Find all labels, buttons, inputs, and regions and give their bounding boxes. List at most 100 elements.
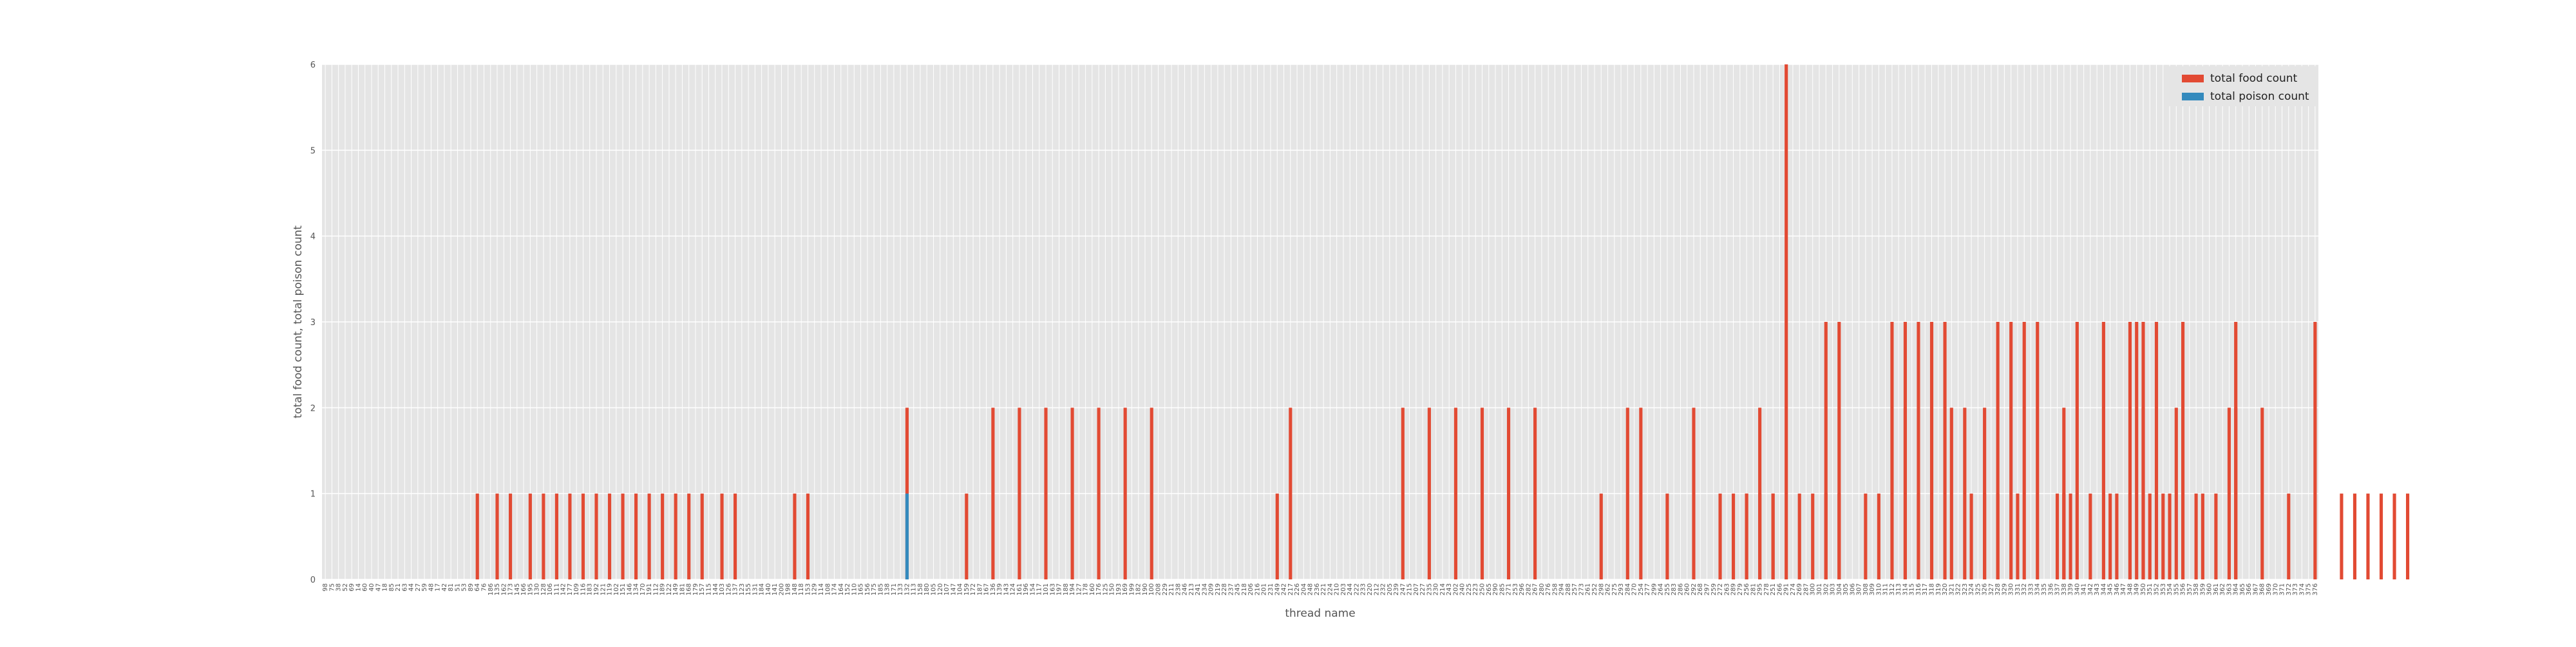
x-tick-label: 365 — [2239, 583, 2246, 595]
x-tick-label: 69 — [348, 583, 355, 592]
bar-total-food-count — [1639, 408, 1643, 579]
x-tick-label: 337 — [2054, 583, 2061, 595]
x-tick-label: 106 — [547, 583, 554, 595]
x-tick-label: 271 — [1506, 583, 1513, 595]
x-tick-label: 212 — [1373, 583, 1380, 595]
x-tick-label: 282 — [1525, 583, 1532, 595]
x-tick-label: 27 — [415, 583, 422, 592]
x-tick-label: 249 — [1274, 583, 1281, 595]
x-tick-label: 190 — [1142, 583, 1149, 595]
x-tick-label: 163 — [1049, 583, 1056, 595]
x-tick-label: 250 — [1479, 583, 1486, 595]
x-tick-label: 209 — [1208, 583, 1215, 595]
bar-total-food-count — [733, 493, 737, 579]
bar-total-food-count — [1996, 322, 2000, 579]
bar-total-food-count — [2214, 493, 2218, 579]
bar-total-food-count — [1917, 493, 1920, 579]
bar-total-food-count — [2161, 493, 2165, 579]
bar-total-food-count — [2022, 322, 2026, 579]
x-tick-label: 103 — [719, 583, 726, 595]
x-tick-label: 369 — [2266, 583, 2273, 595]
x-tick-label: 195 — [527, 583, 534, 595]
bar-total-food-count — [1427, 408, 1431, 579]
bar-total-food-count — [1811, 493, 1815, 579]
x-tick-label: 104 — [957, 583, 964, 595]
x-tick-label: 81 — [448, 583, 455, 592]
x-tick-label: 339 — [2067, 583, 2074, 595]
x-tick-label: 256 — [1743, 583, 1750, 595]
x-tick-label: 215 — [1406, 583, 1414, 595]
x-tick-label: 112 — [652, 583, 659, 595]
x-tick-label: 14 — [355, 583, 362, 592]
x-tick-label: 199 — [1128, 583, 1135, 595]
bar-total-food-count — [1837, 493, 1841, 579]
bar-total-food-count — [687, 493, 691, 579]
x-tick-label: 370 — [2272, 583, 2279, 595]
x-tick-label: 322 — [1955, 583, 1962, 595]
x-tick-label: 149 — [672, 583, 679, 595]
bar-total-food-count — [1929, 322, 1934, 579]
x-tick-label: 374 — [2298, 583, 2306, 595]
x-tick-label: 119 — [607, 583, 614, 595]
x-tick-label: 186 — [488, 583, 495, 595]
x-tick-label: 131 — [752, 583, 759, 595]
bar-total-food-count — [661, 493, 665, 579]
x-tick-label: 21 — [395, 583, 402, 592]
x-tick-label: 354 — [2166, 583, 2174, 595]
x-tick-label: 291 — [1783, 583, 1790, 595]
bar-total-food-count — [1949, 408, 1953, 579]
x-tick-label: 274 — [1790, 583, 1797, 595]
x-tick-label: 210 — [1334, 583, 1341, 595]
x-tick-label: 197 — [1056, 583, 1063, 595]
x-tick-label: 155 — [745, 583, 752, 595]
bar-total-food-count — [2181, 322, 2185, 579]
x-tick-label: 176 — [1095, 583, 1103, 595]
bar-total-food-count — [568, 493, 572, 579]
x-tick-label: 140 — [765, 583, 772, 595]
x-tick-label: 76 — [480, 583, 488, 592]
x-tick-label: 270 — [1631, 583, 1638, 595]
x-tick-label: 217 — [1287, 583, 1294, 595]
x-tick-label: 60 — [362, 583, 369, 592]
x-tick-label: 255 — [1664, 583, 1671, 595]
x-tick-label: 375 — [2306, 583, 2313, 595]
x-tick-label: 223 — [1472, 583, 1479, 595]
x-tick-label: 101 — [1043, 583, 1050, 595]
x-tick-label: 145 — [514, 583, 521, 595]
x-tick-label: 100 — [1148, 583, 1155, 595]
x-tick-label: 266 — [1776, 583, 1783, 595]
x-tick-label: 59 — [421, 583, 428, 592]
x-tick-label: 356 — [2180, 583, 2187, 595]
x-tick-label: 154 — [1029, 583, 1036, 595]
x-tick-label: 229 — [1162, 583, 1169, 595]
x-tick-label: 350 — [2140, 583, 2147, 595]
x-tick-label: 174 — [831, 583, 838, 595]
bar-total-food-count — [2062, 408, 2066, 579]
bar-total-food-count — [2340, 493, 2344, 579]
x-tick-label: 135 — [494, 583, 501, 595]
x-tick-label: 244 — [1347, 583, 1354, 595]
x-tick-label: 363 — [2226, 583, 2233, 595]
x-tick-label: 48 — [428, 583, 435, 592]
x-tick-label: 304 — [1836, 583, 1843, 595]
x-tick-label: 343 — [2094, 583, 2101, 595]
bar-total-food-count — [475, 493, 479, 579]
x-tick-label: 143 — [1003, 583, 1010, 595]
x-tick-label: 303 — [1830, 583, 1837, 595]
x-tick-label: 156 — [864, 583, 871, 595]
x-tick-label: 262 — [1605, 583, 1612, 595]
x-tick-label: 64 — [474, 583, 481, 592]
x-tick-label: 243 — [1446, 583, 1453, 595]
x-tick-label: 188 — [1063, 583, 1070, 595]
x-tick-label: 310 — [1875, 583, 1882, 595]
y-tick-label: 0 — [310, 576, 316, 585]
bar-total-food-count — [2036, 322, 2040, 579]
bar-total-food-count — [2128, 493, 2132, 579]
x-tick-label: 122 — [666, 583, 673, 595]
x-tick-label: 208 — [1155, 583, 1162, 595]
x-tick-label: 313 — [1895, 583, 1902, 595]
bar-total-food-count — [806, 493, 810, 579]
x-tick-label: 362 — [2219, 583, 2226, 595]
